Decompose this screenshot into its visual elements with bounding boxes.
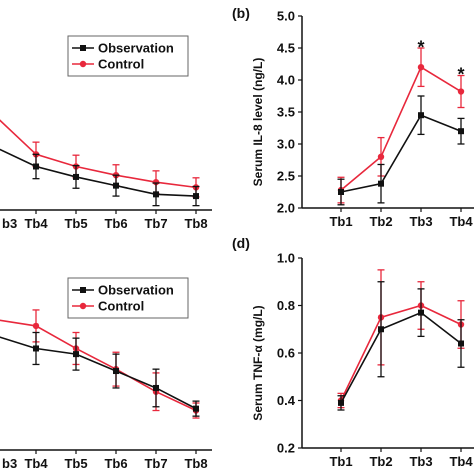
x-tick-label-c: Tb4: [24, 456, 48, 471]
y-tick-label-b: 2.5: [277, 169, 295, 184]
point-observation-d: [378, 326, 384, 333]
point-control-b: [377, 153, 385, 160]
legend-label-c: Observation: [98, 283, 174, 298]
series-line-observation-a: [0, 148, 197, 197]
x-tick-label-c: b3: [2, 456, 17, 471]
point-observation-b: [418, 112, 424, 119]
point-observation-b: [338, 189, 344, 195]
point-control-b: [457, 88, 465, 95]
x-tick-label-a: Tb7: [144, 216, 167, 231]
x-tick-label-d: Tb3: [409, 454, 432, 469]
x-tick-label-a: Tb6: [104, 216, 127, 231]
point-observation-c: [33, 345, 39, 352]
point-observation-d: [338, 399, 344, 406]
x-tick-label-c: Tb8: [184, 456, 207, 471]
panel-label-d: (d): [232, 235, 250, 251]
y-tick-label-d: 0.2: [277, 441, 295, 456]
y-tick-label-b: 5.0: [277, 9, 295, 24]
legend-box-a: [67, 35, 189, 77]
legend-swatch-marker-c: [79, 302, 87, 310]
series-line-control-c: [0, 319, 197, 412]
panel-b: Tb1 Tb2 Tb3 Tb4 2.0 2.5 3.0 3.5 4.0 4.5 5.0 Serum I…: [232, 5, 474, 229]
legend-swatch-marker-a: [80, 45, 86, 51]
point-observation-c: [73, 351, 79, 358]
series-line-observation-b: [340, 114, 462, 193]
x-tick-label-b: Tb2: [369, 214, 392, 229]
x-tick-label-b: Tb1: [329, 214, 352, 229]
x-tick-label-d: Tb4: [449, 454, 473, 469]
y-tick-label-b: 3.5: [277, 105, 295, 120]
x-tick-label-a: Tb8: [184, 216, 207, 231]
significance-marker-b: *: [417, 38, 424, 58]
y-tick-label-d: 0.8: [277, 298, 295, 313]
point-control-b: [417, 63, 425, 71]
x-tick-label-a: b3: [2, 216, 17, 231]
y-tick-label-b: 2.0: [277, 201, 295, 216]
series-line-control-a: [0, 119, 197, 189]
x-tick-label-c: Tb7: [144, 456, 167, 471]
x-tick-label-c: Tb6: [104, 456, 127, 471]
legend-swatch-marker-c: [80, 287, 86, 293]
x-tick-label-b: Tb4: [449, 214, 473, 229]
point-observation-a: [153, 191, 159, 198]
point-control-c: [32, 322, 40, 330]
legend-swatch-marker-a: [79, 60, 87, 68]
point-observation-c: [193, 405, 199, 412]
y-tick-label-d: 0.6: [277, 346, 295, 361]
point-observation-d: [418, 309, 424, 316]
legend-label-c: Control: [98, 299, 144, 314]
y-tick-label-d: 0.4: [277, 393, 296, 408]
point-observation-c: [153, 384, 159, 391]
significance-marker-b: *: [457, 64, 464, 84]
point-observation-a: [33, 163, 39, 170]
y-tick-label-b: 4.0: [277, 73, 295, 88]
legend-box-c: [67, 277, 189, 319]
series-line-control-d: [340, 304, 462, 401]
series-line-observation-d: [340, 311, 462, 404]
point-observation-a: [73, 173, 79, 180]
point-observation-b: [378, 180, 384, 187]
y-tick-label-b: 4.5: [277, 41, 295, 56]
panel-label-b: (b): [232, 5, 250, 21]
point-observation-a: [113, 182, 119, 189]
x-tick-label-d: Tb2: [369, 454, 392, 469]
y-axis-label-d: Serum TNF-α (mg/L): [251, 305, 265, 420]
y-tick-label-b: 3.0: [277, 137, 295, 152]
x-tick-label-a: Tb4: [24, 216, 48, 231]
x-tick-label-b: Tb3: [409, 214, 432, 229]
y-axis-label-b: Serum IL-8 level (ng/L): [251, 58, 265, 187]
x-tick-label-c: Tb5: [64, 456, 87, 471]
point-observation-c: [113, 368, 119, 375]
legend-label-a: Control: [98, 57, 144, 72]
legend-label-a: Observation: [98, 41, 174, 56]
series-line-control-b: [340, 66, 462, 191]
panel-d: Tb1 Tb2 Tb3 Tb4 0.2 0.4 0.6 0.8 1.0 Serum TNF-α (…: [232, 235, 474, 469]
x-tick-label-d: Tb1: [329, 454, 352, 469]
point-observation-a: [193, 193, 199, 200]
x-tick-label-a: Tb5: [64, 216, 87, 231]
y-tick-label-d: 1.0: [277, 251, 295, 266]
point-observation-b: [458, 128, 464, 135]
point-observation-d: [458, 340, 464, 347]
point-control-a: [152, 178, 160, 186]
series-line-observation-c: [0, 336, 197, 410]
